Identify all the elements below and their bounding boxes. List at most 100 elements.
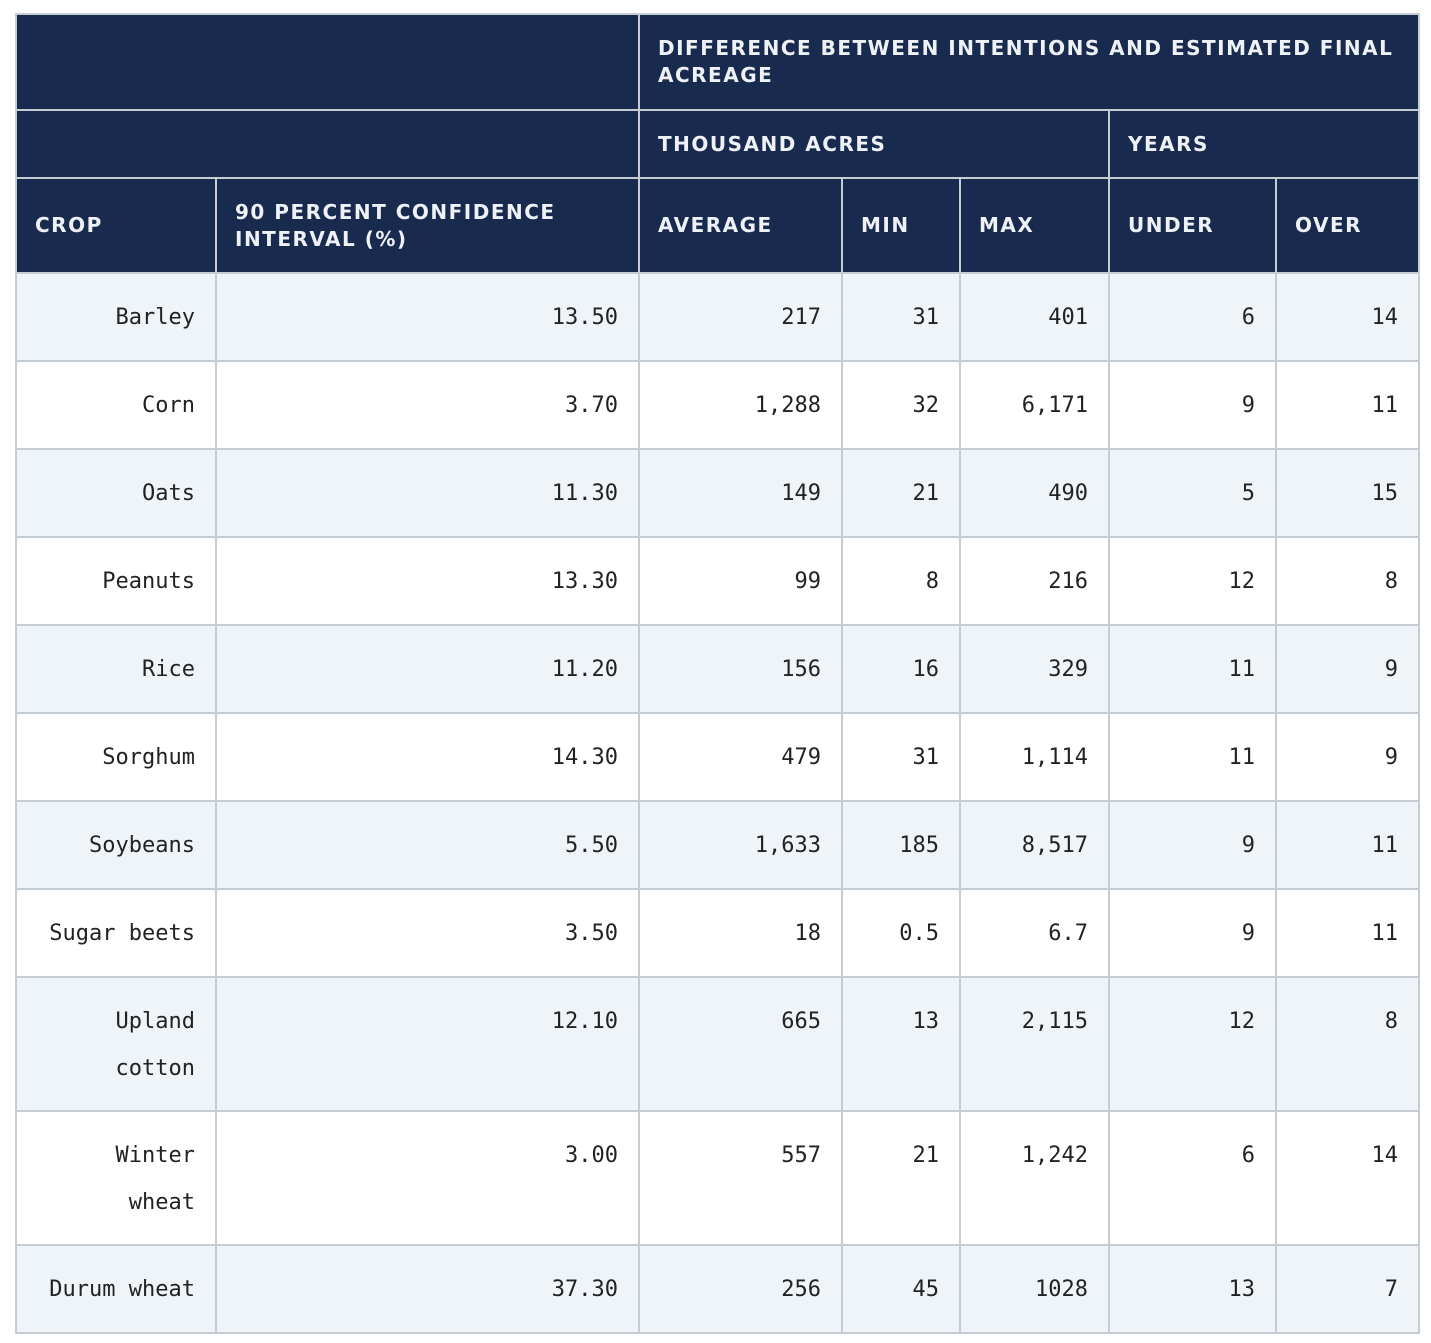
cell-min: 16: [841, 624, 961, 714]
header-row-columns: CROP 90 PERCENT CONFIDENCE INTERVAL (%) …: [15, 177, 1421, 274]
cell-under: 5: [1108, 448, 1277, 538]
table-row: Rice 11.20 156 16 329 11 9: [15, 624, 1421, 714]
cell-average: 156: [638, 624, 843, 714]
table-row: Upland cotton 12.10 665 13 2,115 12 8: [15, 976, 1421, 1112]
cell-crop: Oats: [15, 448, 217, 538]
cell-ci: 3.00: [215, 1110, 640, 1246]
cell-max: 401: [959, 272, 1110, 362]
cell-crop: Upland cotton: [15, 976, 217, 1112]
table-row: Winter wheat 3.00 557 21 1,242 6 14: [15, 1110, 1421, 1246]
cell-crop: Soybeans: [15, 800, 217, 890]
cell-ci: 12.10: [215, 976, 640, 1112]
cell-max: 8,517: [959, 800, 1110, 890]
cell-crop: Rice: [15, 624, 217, 714]
cell-under: 9: [1108, 888, 1277, 978]
cell-max: 329: [959, 624, 1110, 714]
cell-ci: 3.50: [215, 888, 640, 978]
cell-ci: 13.30: [215, 536, 640, 626]
cell-over: 8: [1274, 976, 1421, 1112]
header-subgroup-acres: THOUSAND ACRES: [638, 109, 1110, 179]
cell-over: 14: [1274, 272, 1421, 362]
column-header-under: UNDER: [1108, 177, 1277, 274]
header-group-title: DIFFERENCE BETWEEN INTENTIONS AND ESTIMA…: [637, 13, 1421, 111]
table-row: Soybeans 5.50 1,633 185 8,517 9 11: [15, 800, 1421, 890]
cell-average: 99: [638, 536, 843, 626]
cell-crop: Corn: [15, 360, 217, 450]
header-blank-cell: [15, 109, 640, 179]
cell-average: 18: [638, 888, 843, 978]
column-header-max: MAX: [959, 177, 1110, 274]
cell-crop: Sugar beets: [15, 888, 217, 978]
cell-crop: Sorghum: [15, 712, 217, 802]
cell-min: 185: [841, 800, 961, 890]
header-subgroup-years: YEARS: [1107, 109, 1421, 179]
cell-over: 8: [1274, 536, 1421, 626]
table-row: Corn 3.70 1,288 32 6,171 9 11: [15, 360, 1421, 450]
table-row: Peanuts 13.30 99 8 216 12 8: [15, 536, 1421, 626]
cell-min: 13: [841, 976, 961, 1112]
crop-acreage-table: DIFFERENCE BETWEEN INTENTIONS AND ESTIMA…: [15, 13, 1421, 1334]
cell-max: 6,171: [959, 360, 1110, 450]
cell-ci: 5.50: [215, 800, 640, 890]
header-row-subgroup: THOUSAND ACRES YEARS: [15, 109, 1421, 179]
cell-ci: 11.30: [215, 448, 640, 538]
cell-ci: 14.30: [215, 712, 640, 802]
table-row: Sorghum 14.30 479 31 1,114 11 9: [15, 712, 1421, 802]
table-row: Barley 13.50 217 31 401 6 14: [15, 272, 1421, 362]
cell-min: 31: [841, 712, 961, 802]
cell-min: 32: [841, 360, 961, 450]
cell-crop: Peanuts: [15, 536, 217, 626]
cell-min: 45: [841, 1244, 961, 1334]
cell-ci: 37.30: [215, 1244, 640, 1334]
cell-min: 31: [841, 272, 961, 362]
cell-over: 11: [1274, 888, 1421, 978]
cell-under: 12: [1108, 976, 1277, 1112]
cell-max: 6.7: [959, 888, 1110, 978]
cell-over: 15: [1274, 448, 1421, 538]
cell-over: 14: [1274, 1110, 1421, 1246]
cell-crop: Winter wheat: [15, 1110, 217, 1246]
column-header-ci: 90 PERCENT CONFIDENCE INTERVAL (%): [215, 177, 640, 274]
table-header: DIFFERENCE BETWEEN INTENTIONS AND ESTIMA…: [15, 13, 1421, 274]
header-row-group: DIFFERENCE BETWEEN INTENTIONS AND ESTIMA…: [15, 13, 1421, 111]
cell-max: 2,115: [959, 976, 1110, 1112]
table-row: Sugar beets 3.50 18 0.5 6.7 9 11: [15, 888, 1421, 978]
cell-max: 1,114: [959, 712, 1110, 802]
cell-average: 1,633: [638, 800, 843, 890]
table-row: Durum wheat 37.30 256 45 1028 13 7: [15, 1244, 1421, 1334]
column-header-over: OVER: [1274, 177, 1421, 274]
cell-min: 21: [841, 448, 961, 538]
cell-under: 6: [1108, 272, 1277, 362]
cell-over: 9: [1274, 712, 1421, 802]
cell-average: 479: [638, 712, 843, 802]
cell-under: 11: [1108, 624, 1277, 714]
column-header-crop: CROP: [15, 177, 217, 274]
cell-max: 1028: [959, 1244, 1110, 1334]
cell-crop: Durum wheat: [15, 1244, 217, 1334]
cell-average: 149: [638, 448, 843, 538]
table-row: Oats 11.30 149 21 490 5 15: [15, 448, 1421, 538]
cell-over: 11: [1274, 800, 1421, 890]
cell-max: 1,242: [959, 1110, 1110, 1246]
cell-ci: 3.70: [215, 360, 640, 450]
cell-average: 217: [638, 272, 843, 362]
cell-under: 12: [1108, 536, 1277, 626]
cell-average: 1,288: [638, 360, 843, 450]
cell-ci: 11.20: [215, 624, 640, 714]
cell-max: 490: [959, 448, 1110, 538]
column-header-average: AVERAGE: [638, 177, 843, 274]
cell-over: 7: [1274, 1244, 1421, 1334]
cell-under: 11: [1108, 712, 1277, 802]
cell-under: 9: [1108, 360, 1277, 450]
cell-over: 9: [1274, 624, 1421, 714]
cell-under: 6: [1108, 1110, 1277, 1246]
cell-ci: 13.50: [215, 272, 640, 362]
header-blank-cell: [15, 13, 640, 111]
cell-min: 21: [841, 1110, 961, 1246]
cell-over: 11: [1274, 360, 1421, 450]
cell-average: 665: [638, 976, 843, 1112]
table-body: Barley 13.50 217 31 401 6 14 Corn 3.70 1…: [15, 272, 1421, 1334]
cell-min: 0.5: [841, 888, 961, 978]
cell-min: 8: [841, 536, 961, 626]
cell-crop: Barley: [15, 272, 217, 362]
